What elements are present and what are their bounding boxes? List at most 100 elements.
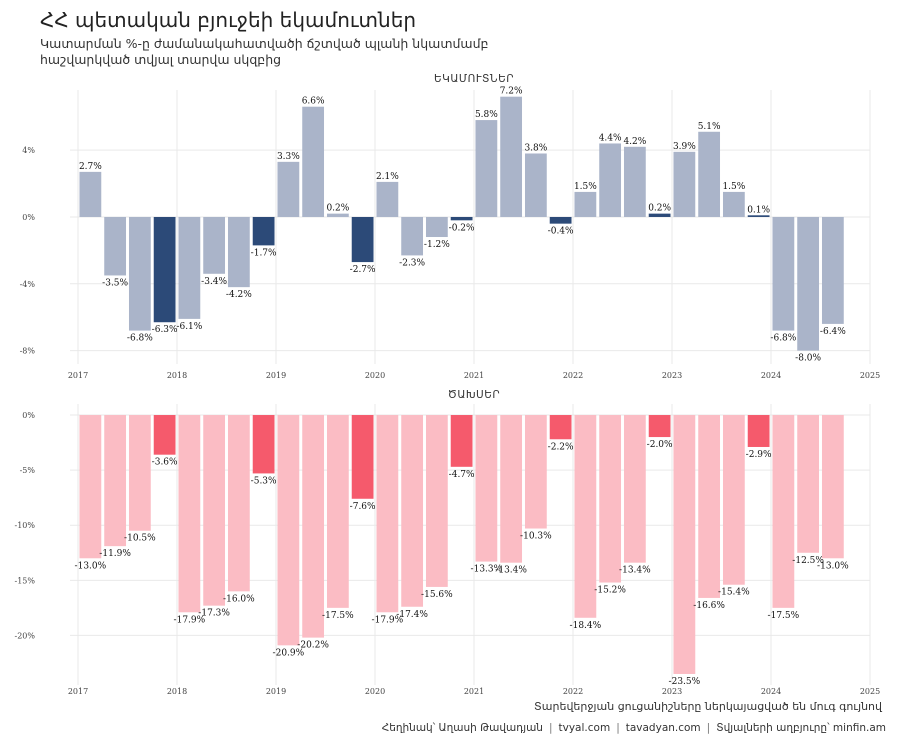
expense-bar bbox=[599, 415, 622, 583]
expense-data-label: -2.2% bbox=[548, 442, 574, 452]
revenue-bar bbox=[425, 216, 448, 238]
expense-bar bbox=[326, 415, 349, 608]
expense-data-label: -17.5% bbox=[322, 611, 354, 621]
revenue-bar bbox=[797, 216, 820, 351]
x-tick-label: 2017 bbox=[68, 371, 88, 380]
revenue-bar bbox=[326, 213, 349, 217]
revenue-bar bbox=[747, 215, 770, 217]
expense-bar bbox=[524, 415, 547, 529]
expense-bar bbox=[450, 415, 473, 467]
expense-bar bbox=[698, 415, 721, 598]
revenue-panel-title: ԵԿԱՄՈՒՏՆԵՐ bbox=[434, 73, 514, 85]
x-tick-label: 2017 bbox=[68, 687, 88, 696]
revenue-data-label: -0.4% bbox=[548, 227, 574, 237]
expense-data-label: -13.0% bbox=[75, 561, 107, 571]
y-tick-label: -10% bbox=[15, 521, 36, 530]
expense-data-label: -4.7% bbox=[449, 470, 475, 480]
x-tick-label: 2020 bbox=[365, 371, 385, 380]
x-tick-label: 2024 bbox=[761, 687, 781, 696]
expense-bar bbox=[821, 415, 844, 559]
x-tick-label: 2020 bbox=[365, 687, 385, 696]
expense-bar bbox=[128, 415, 151, 531]
expense-panel-title: ԾԱԽՍԵՐ bbox=[448, 389, 500, 401]
expense-bar bbox=[401, 415, 424, 607]
expense-data-label: -16.6% bbox=[693, 601, 725, 611]
revenue-data-label: 3.3% bbox=[277, 152, 300, 162]
revenue-data-label: -0.2% bbox=[449, 223, 475, 233]
expense-data-label: -2.0% bbox=[647, 440, 673, 450]
expense-bar bbox=[302, 415, 325, 638]
revenue-panel: ԵԿԱՄՈՒՏՆԵՐ 2017 2018 2019 2020 2021 2022 2023 20… bbox=[20, 73, 881, 380]
footer-author: Հեղինակ՝ Աղասի Թավադյան bbox=[381, 722, 543, 734]
expense-data-label: -15.4% bbox=[718, 588, 750, 598]
expense-bar bbox=[153, 415, 176, 455]
expense-data-label: -16.0% bbox=[223, 594, 255, 604]
x-tick-label: 2022 bbox=[563, 371, 583, 380]
expense-data-label: -10.5% bbox=[124, 534, 156, 544]
expense-bar bbox=[772, 415, 795, 608]
chart-title: ՀՀ պետական բյուջեի եկամուտներ bbox=[40, 8, 417, 32]
revenue-data-label: 0.2% bbox=[326, 204, 349, 214]
revenue-bar bbox=[475, 120, 498, 217]
revenue-bar bbox=[500, 96, 523, 217]
x-tick-label: 2023 bbox=[662, 371, 682, 380]
expense-data-label: -15.6% bbox=[421, 590, 453, 600]
revenue-data-label: 0.1% bbox=[747, 205, 770, 215]
revenue-bar bbox=[574, 191, 597, 217]
revenue-bar bbox=[104, 216, 127, 276]
chart-caption: Տարեվերջյան ցուցանիշները ներկայացված են … bbox=[534, 700, 882, 713]
footer-site-2: tavadyan.com bbox=[625, 722, 701, 734]
y-tick-label: -20% bbox=[15, 631, 36, 640]
revenue-data-label: -6.8% bbox=[127, 334, 153, 344]
expense-bar bbox=[722, 415, 745, 585]
x-tick-label: 2019 bbox=[266, 371, 286, 380]
revenue-bar bbox=[153, 216, 176, 323]
expense-bar bbox=[797, 415, 820, 553]
revenue-bar bbox=[450, 216, 473, 221]
x-tick-label: 2021 bbox=[464, 371, 484, 380]
x-tick-label: 2025 bbox=[860, 371, 880, 380]
revenue-data-label: 3.8% bbox=[524, 143, 547, 153]
x-tick-label: 2025 bbox=[860, 687, 880, 696]
expense-data-label: -17.9% bbox=[372, 615, 404, 625]
revenue-data-label: 4.4% bbox=[599, 133, 622, 143]
expense-bar bbox=[227, 415, 250, 592]
y-tick-label: 4% bbox=[22, 146, 35, 155]
revenue-data-label: 6.6% bbox=[302, 97, 325, 107]
expense-data-label: -13.4% bbox=[495, 566, 527, 576]
revenue-data-label: -1.7% bbox=[251, 248, 277, 258]
revenue-bar bbox=[227, 216, 250, 288]
footer-site-1: tvyal.com bbox=[558, 722, 611, 734]
expense-panel: ԾԱԽՍԵՐ 2017 2018 2019 2020 2021 2022 2023 2024 20… bbox=[15, 389, 881, 696]
expense-data-label: -3.6% bbox=[152, 458, 178, 468]
revenue-bar bbox=[203, 216, 226, 274]
revenue-data-label: 2.1% bbox=[376, 172, 399, 182]
revenue-bar bbox=[821, 216, 844, 324]
expense-data-label: -13.4% bbox=[619, 566, 651, 576]
revenue-data-label: -4.2% bbox=[226, 290, 252, 300]
expense-bar bbox=[277, 415, 300, 646]
expense-bar bbox=[549, 415, 572, 440]
revenue-bar bbox=[178, 216, 201, 319]
revenue-data-label: -8.0% bbox=[795, 354, 821, 364]
x-tick-label: 2022 bbox=[563, 687, 583, 696]
expense-bar bbox=[252, 415, 275, 474]
expense-bar bbox=[747, 415, 770, 447]
expense-data-label: -17.4% bbox=[396, 610, 428, 620]
subtitle-line-1: Կատարման %-ը ժամանակահատվածի ճշտված պլան… bbox=[40, 36, 489, 51]
y-tick-label: -4% bbox=[20, 280, 36, 289]
expense-bar bbox=[351, 415, 374, 499]
expense-bar bbox=[475, 415, 498, 562]
expense-bar bbox=[178, 415, 201, 613]
expense-bar bbox=[104, 415, 127, 547]
expense-data-label: -17.9% bbox=[174, 615, 206, 625]
revenue-bar bbox=[623, 146, 646, 217]
revenue-bar bbox=[302, 106, 325, 217]
revenue-bar bbox=[648, 213, 671, 217]
expense-data-label: -20.9% bbox=[273, 648, 305, 658]
y-tick-label: -5% bbox=[20, 466, 36, 475]
expense-bar bbox=[376, 415, 399, 613]
revenue-data-label: -2.3% bbox=[399, 258, 425, 268]
expense-data-label: -10.3% bbox=[520, 532, 552, 542]
revenue-bar bbox=[376, 181, 399, 217]
